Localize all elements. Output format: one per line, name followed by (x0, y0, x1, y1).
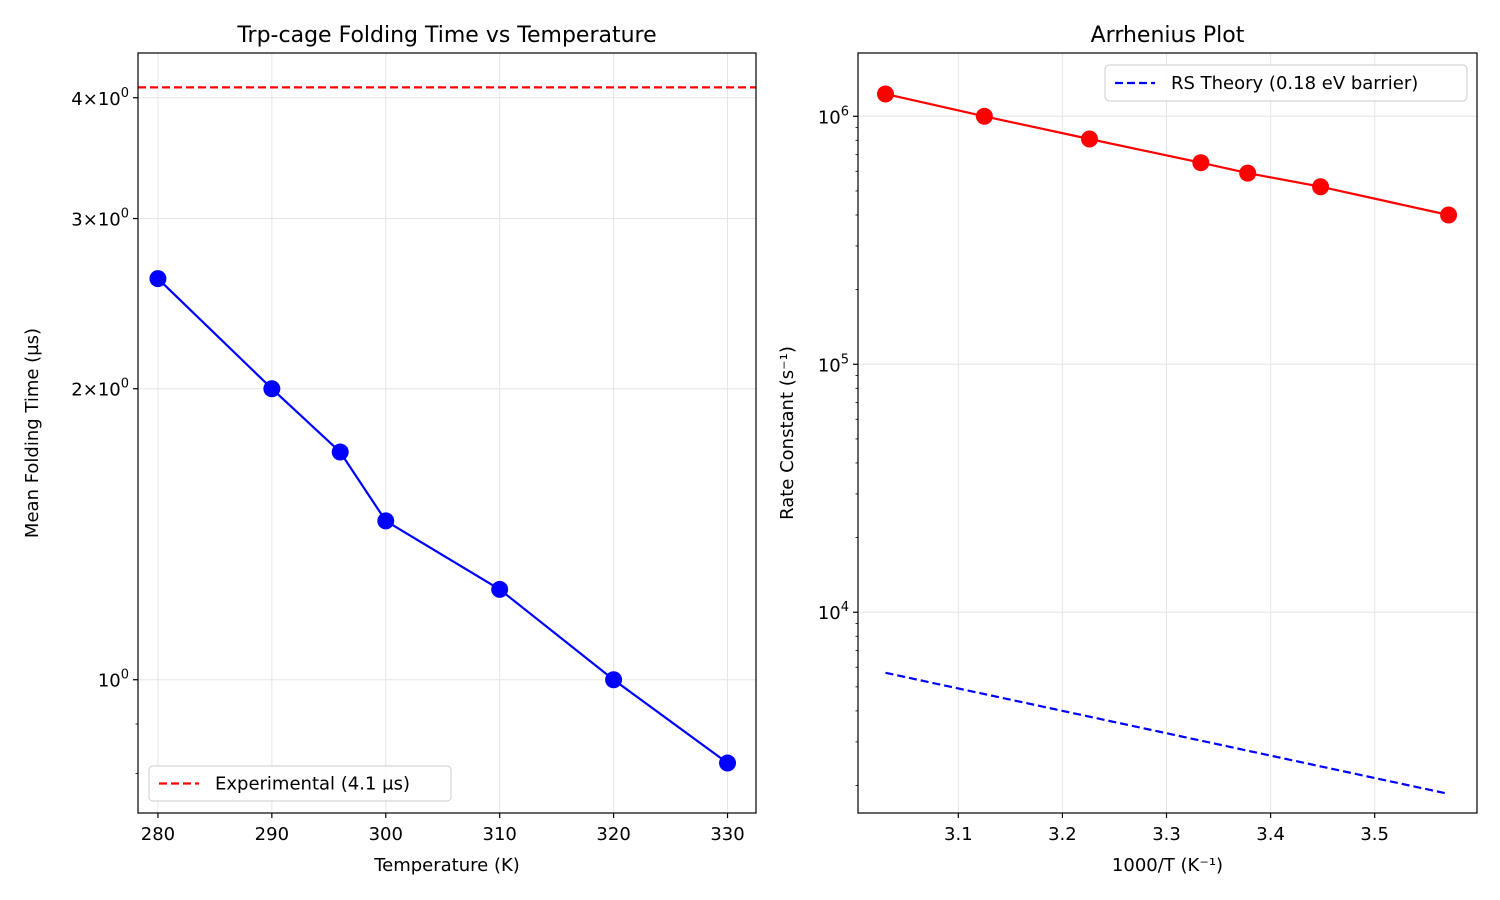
y-tick-base: 10 (818, 107, 841, 128)
y-tick-times: × (83, 380, 98, 401)
series-1-point (605, 671, 623, 689)
legend: Experimental (4.1 µs) (148, 765, 452, 802)
x-tick-label: 3.1 (944, 824, 973, 845)
axes-frame (137, 52, 757, 814)
y-axis-label: Mean Folding Time (µs) (22, 328, 43, 538)
y-tick-exponent: 6 (841, 104, 849, 119)
y-tick-label: 105 (818, 352, 849, 376)
series-1-point (149, 270, 167, 288)
y-tick-base: 10 (98, 210, 121, 231)
x-tick-label: 300 (369, 824, 403, 845)
y-tick-label: 4×100 (71, 86, 129, 110)
y-tick-base: 10 (98, 380, 121, 401)
series-1-point (1192, 154, 1210, 172)
series-1-point (1440, 206, 1458, 224)
x-tick-label: 3.4 (1256, 824, 1285, 845)
y-tick-multiplier: 3 (71, 210, 82, 231)
y-tick-label: 100 (98, 668, 129, 692)
series-1-point (876, 85, 894, 103)
series-1-point (491, 580, 509, 598)
x-tick-label: 3.2 (1048, 824, 1077, 845)
chart-title: Trp-cage Folding Time vs Temperature (236, 23, 656, 48)
series-1-point (719, 754, 737, 772)
series-1-point (1312, 178, 1330, 196)
legend: RS Theory (0.18 eV barrier) (1104, 64, 1468, 102)
y-tick-multiplier: 2 (71, 380, 82, 401)
x-axis-label: 1000/T (K⁻¹) (1112, 855, 1223, 876)
series-1-point (263, 380, 281, 398)
y-tick-label: 3×100 (71, 207, 129, 231)
y-tick-label: 2×100 (71, 377, 129, 401)
series-1-point (377, 512, 395, 530)
y-tick-base: 10 (98, 89, 121, 110)
x-tick-label: 330 (710, 824, 744, 845)
series-2-line (885, 671, 1449, 795)
x-tick-label: 320 (596, 824, 630, 845)
y-tick-base: 10 (98, 671, 121, 692)
series-1-line (157, 277, 729, 764)
y-tick-exponent: 0 (121, 207, 129, 222)
x-tick-label: 3.5 (1360, 824, 1389, 845)
y-tick-label: 106 (818, 104, 849, 128)
y-tick-multiplier: 4 (71, 89, 82, 110)
y-tick-times: × (83, 89, 98, 110)
legend-label: RS Theory (0.18 eV barrier) (1171, 73, 1418, 94)
x-tick-label: 310 (483, 824, 517, 845)
x-tick-label: 290 (255, 824, 289, 845)
legend-box (148, 765, 452, 802)
legend-label: Experimental (4.1 µs) (215, 774, 410, 795)
y-tick-base: 10 (818, 603, 841, 624)
y-tick-exponent: 4 (841, 600, 849, 615)
y-tick-base: 10 (818, 355, 841, 376)
y-tick-exponent: 0 (121, 377, 129, 392)
y-axis-label: Rate Constant (s⁻¹) (777, 346, 798, 520)
chart-panel-1: 280 290 300 310 320 3301002×1003×1004×100Trp-… (22, 23, 757, 876)
y-tick-exponent: 0 (121, 668, 129, 683)
y-tick-times: × (83, 210, 98, 231)
y-tick-exponent: 0 (121, 86, 129, 101)
chart-title: Arrhenius Plot (1091, 23, 1245, 48)
y-tick-label: 104 (818, 600, 849, 624)
series-1-point (1080, 130, 1098, 148)
x-tick-label: 3.3 (1152, 824, 1181, 845)
axes-frame (857, 52, 1478, 814)
series-1-point (1239, 164, 1257, 182)
series-1-point (331, 443, 349, 461)
series-1-line (885, 92, 1449, 217)
y-tick-exponent: 5 (841, 352, 849, 367)
x-axis-label: Temperature (K) (373, 855, 520, 876)
x-tick-label: 280 (141, 824, 175, 845)
legend-box (1104, 64, 1468, 102)
series-1-point (975, 107, 993, 125)
